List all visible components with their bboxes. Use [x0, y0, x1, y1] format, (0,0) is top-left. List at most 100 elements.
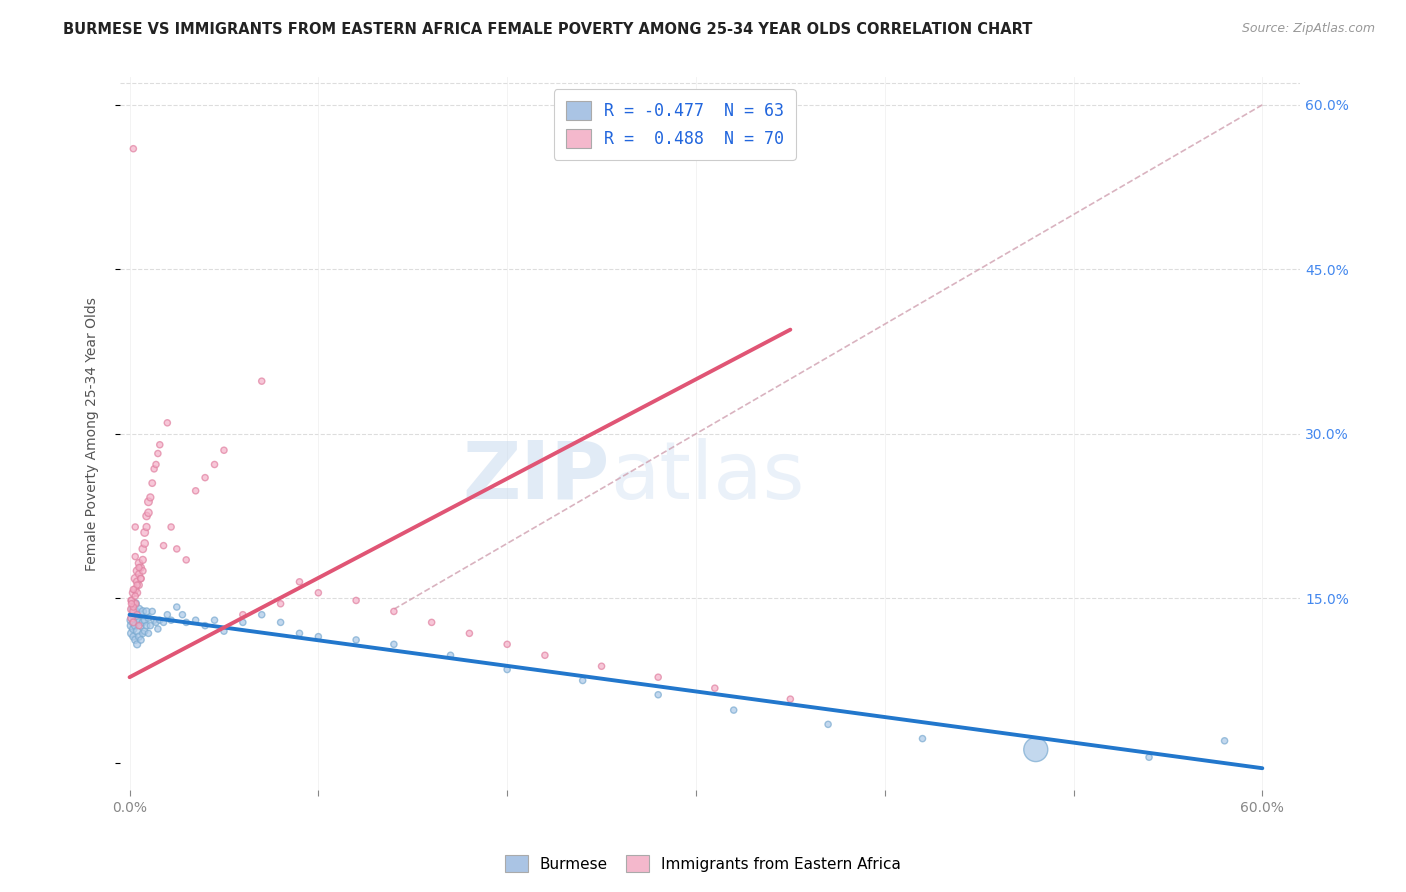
Point — [120, 602, 142, 616]
Point — [156, 607, 179, 622]
Point — [132, 604, 155, 618]
Point — [124, 597, 146, 611]
Point — [160, 520, 183, 534]
Point — [496, 663, 519, 677]
Point — [270, 615, 292, 630]
Point — [129, 572, 152, 586]
Point — [420, 615, 443, 630]
Point — [132, 553, 155, 567]
Legend: R = -0.477  N = 63, R =  0.488  N = 70: R = -0.477 N = 63, R = 0.488 N = 70 — [554, 89, 796, 160]
Point — [124, 572, 146, 586]
Point — [288, 626, 311, 640]
Point — [146, 446, 169, 460]
Point — [139, 491, 162, 505]
Point — [124, 520, 146, 534]
Point — [120, 593, 142, 607]
Point — [122, 600, 145, 615]
Point — [129, 560, 152, 574]
Point — [382, 604, 405, 618]
Point — [122, 615, 145, 630]
Point — [134, 525, 156, 540]
Point — [212, 624, 235, 639]
Point — [120, 626, 142, 640]
Point — [160, 613, 183, 627]
Point — [134, 536, 156, 550]
Point — [288, 574, 311, 589]
Point — [174, 615, 197, 630]
Point — [122, 615, 145, 630]
Point — [127, 637, 149, 651]
Point — [534, 648, 557, 663]
Point — [138, 611, 160, 625]
Point — [122, 586, 145, 600]
Point — [120, 611, 142, 625]
Point — [135, 618, 157, 632]
Point — [124, 618, 146, 632]
Point — [145, 458, 167, 472]
Y-axis label: Female Poverty Among 25-34 Year Olds: Female Poverty Among 25-34 Year Olds — [86, 297, 100, 571]
Point — [141, 604, 163, 618]
Point — [250, 374, 273, 388]
Point — [723, 703, 745, 717]
Point — [120, 613, 142, 627]
Point — [703, 681, 725, 695]
Point — [152, 539, 174, 553]
Point — [1213, 733, 1236, 747]
Point — [307, 586, 329, 600]
Point — [146, 622, 169, 636]
Point — [591, 659, 613, 673]
Point — [139, 618, 162, 632]
Point — [458, 626, 481, 640]
Point — [127, 564, 149, 578]
Point — [120, 618, 142, 632]
Point — [127, 607, 149, 622]
Point — [127, 586, 149, 600]
Point — [232, 607, 254, 622]
Point — [122, 602, 145, 616]
Point — [132, 615, 155, 630]
Point — [122, 582, 145, 597]
Point — [496, 637, 519, 651]
Text: ZIP: ZIP — [463, 438, 610, 516]
Text: Source: ZipAtlas.com: Source: ZipAtlas.com — [1241, 22, 1375, 36]
Point — [382, 637, 405, 651]
Point — [571, 673, 593, 688]
Point — [166, 541, 188, 556]
Point — [138, 626, 160, 640]
Point — [135, 520, 157, 534]
Point — [128, 615, 150, 630]
Point — [129, 607, 152, 622]
Point — [129, 632, 152, 647]
Point — [129, 618, 152, 632]
Point — [250, 607, 273, 622]
Text: BURMESE VS IMMIGRANTS FROM EASTERN AFRICA FEMALE POVERTY AMONG 25-34 YEAR OLDS C: BURMESE VS IMMIGRANTS FROM EASTERN AFRIC… — [63, 22, 1032, 37]
Point — [184, 483, 207, 498]
Point — [122, 622, 145, 636]
Point — [124, 604, 146, 618]
Point — [779, 692, 801, 706]
Point — [149, 613, 172, 627]
Point — [817, 717, 839, 731]
Point — [128, 578, 150, 592]
Point — [127, 578, 149, 592]
Point — [344, 632, 367, 647]
Point — [143, 462, 166, 476]
Point — [344, 593, 367, 607]
Point — [194, 618, 217, 632]
Point — [120, 593, 142, 607]
Point — [132, 564, 155, 578]
Point — [132, 541, 155, 556]
Point — [120, 597, 142, 611]
Point — [149, 438, 172, 452]
Point — [135, 604, 157, 618]
Point — [122, 607, 145, 622]
Point — [138, 495, 160, 509]
Point — [156, 416, 179, 430]
Point — [124, 632, 146, 647]
Point — [194, 470, 217, 484]
Point — [127, 611, 149, 625]
Point — [124, 589, 146, 603]
Point — [124, 549, 146, 564]
Point — [911, 731, 934, 746]
Point — [124, 582, 146, 597]
